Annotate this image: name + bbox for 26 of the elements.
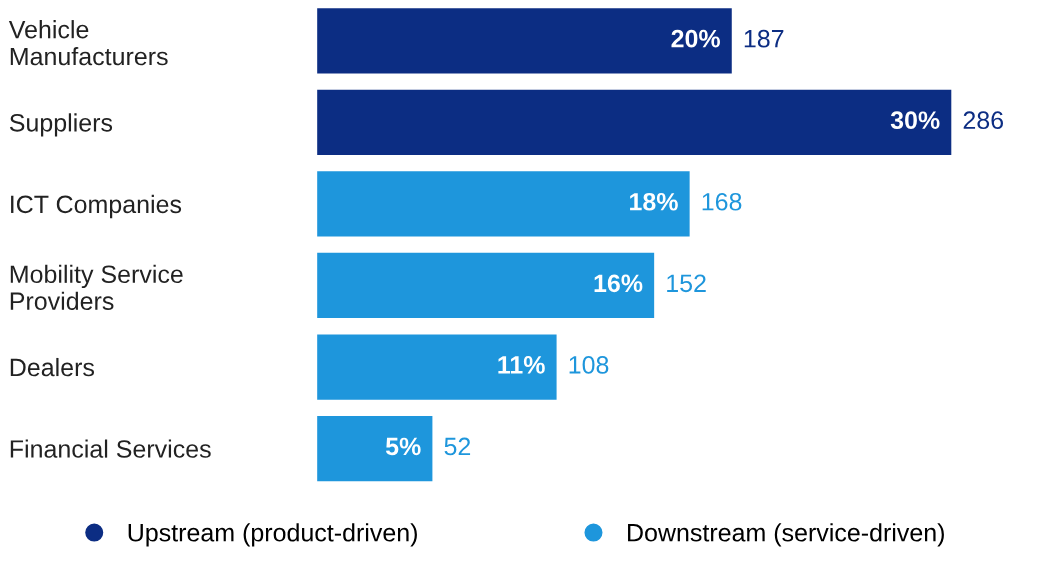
bar [317,334,557,400]
y-tick-label: ICT Companies [11,194,182,219]
data-label: 187 [744,29,784,48]
data-label: 168 [702,192,742,211]
y-tick-label: Mobility Service Providers [10,264,183,311]
legend-label: Upstream (product-driven) [128,523,417,547]
data-label: 286 [963,111,1004,130]
y-tick-label: Vehicle Manufacturers [8,20,168,66]
annotation: 18% [630,192,678,211]
annotation: 16% [594,274,643,293]
y-tick-label: Financial Services [10,439,211,458]
data-label: 152 [667,274,706,293]
annotation: 20% [671,29,720,48]
y-tick-label: Suppliers [9,113,113,137]
annotation: 11% [498,356,545,374]
data-label: 108 [569,356,609,374]
legend-label: Downstream (service-driven) [628,523,944,547]
bar [317,415,433,482]
bar [317,8,732,74]
bar [317,171,690,237]
annotation: 30% [890,111,940,130]
y-tick-label: Dealers [10,357,95,377]
annotation: 5% [385,437,421,456]
bar [317,252,655,319]
data-label: 52 [444,437,471,456]
bar [317,89,952,155]
